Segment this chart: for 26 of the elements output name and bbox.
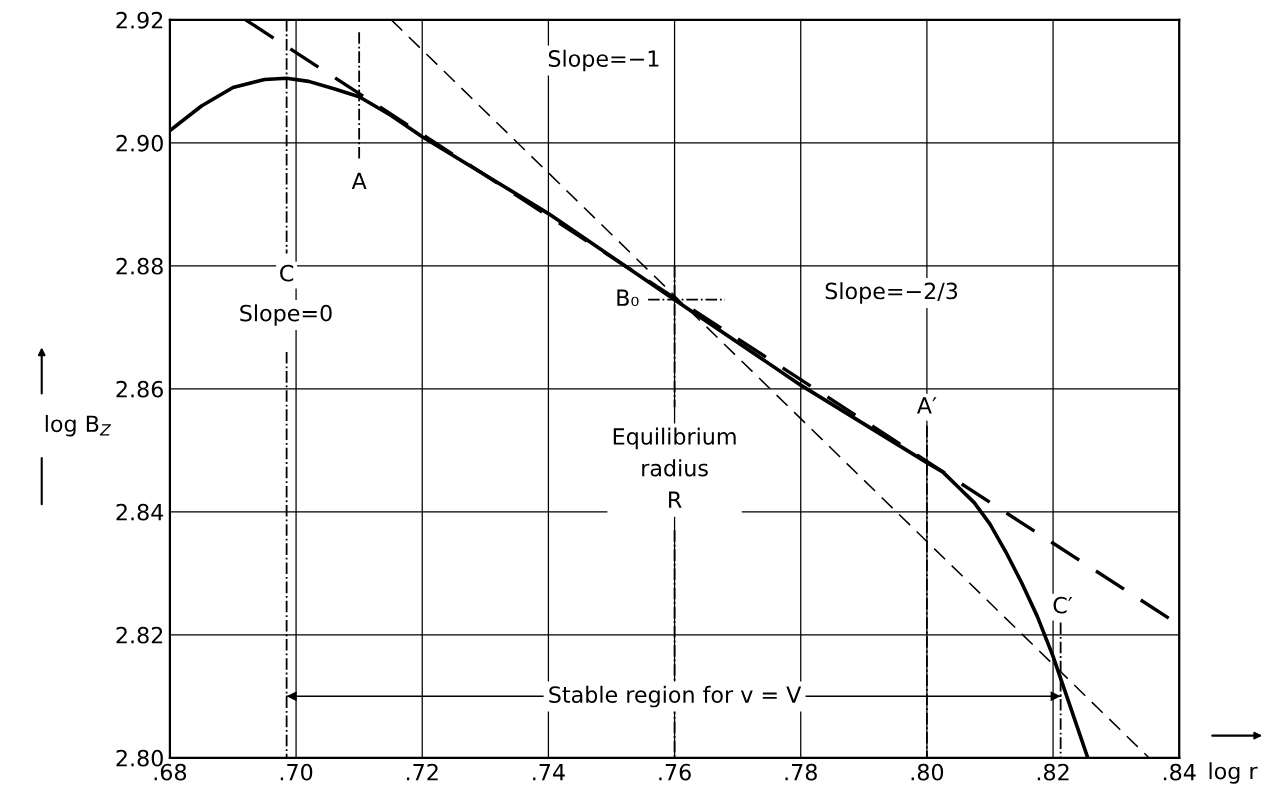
- annotation: Stable region for v = V: [549, 685, 802, 708]
- y-axis-title: log B$_{Z}$: [45, 414, 112, 437]
- annotation: B₀: [617, 289, 639, 307]
- x-tick-label: .72: [406, 763, 438, 781]
- x-tick-label: .78: [785, 763, 817, 781]
- x-tick-label: .76: [659, 763, 691, 781]
- y-tick-label: 2.82: [116, 626, 163, 644]
- y-tick-label: 2.84: [116, 503, 164, 521]
- annotation: A: [351, 172, 367, 189]
- annotation: Slope=0: [240, 304, 332, 326]
- y-tick-label: 2.88: [116, 257, 163, 275]
- annotation: A′: [916, 397, 937, 414]
- x-tick-label: .80: [911, 763, 944, 781]
- annotation: Slope=−1: [548, 49, 659, 72]
- x-tick-label: .70: [280, 763, 313, 781]
- annotation: C: [280, 264, 294, 282]
- x-tick-label: .74: [533, 764, 565, 781]
- y-tick-label: 2.90: [116, 134, 163, 152]
- y-tick-label: 2.86: [116, 380, 163, 398]
- x-tick-label: .84: [1163, 763, 1196, 781]
- x-axis-title: log r: [1209, 762, 1258, 784]
- y-tick-label: 2.92: [116, 11, 163, 29]
- x-tick-label: .82: [1037, 763, 1069, 781]
- annotation: Equilibrium radius R: [613, 427, 736, 508]
- annotation: C′: [1053, 596, 1073, 614]
- annotation: Slope=−2/3: [825, 282, 958, 304]
